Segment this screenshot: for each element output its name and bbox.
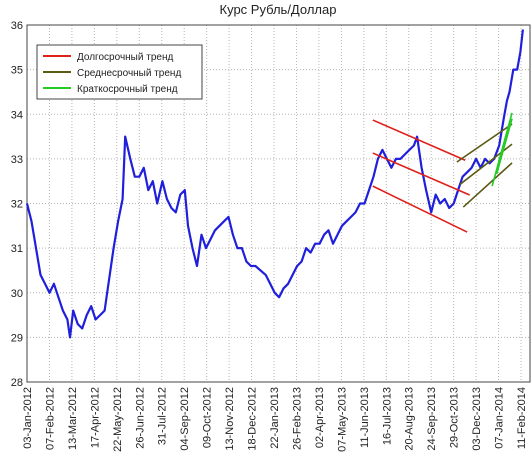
x-tick-label: 26-Feb-2013 <box>291 387 303 450</box>
legend-label: Долгосрочный тренд <box>77 52 173 63</box>
x-tick-label: 13-Nov-2012 <box>224 387 236 451</box>
x-tick-label: 18-Dec-2012 <box>247 387 259 451</box>
trend-line <box>491 112 513 187</box>
x-tick-label: 26-Jun-2012 <box>134 387 146 449</box>
trend-line <box>456 123 513 163</box>
y-tick-label: 30 <box>11 288 23 300</box>
x-tick-label: 17-Apr-2012 <box>89 387 101 448</box>
y-tick-label: 32 <box>11 199 23 211</box>
trend-line <box>495 118 513 175</box>
y-tick-label: 31 <box>11 243 23 255</box>
x-tick-label: 07-May-2013 <box>336 387 348 452</box>
y-tick-label: 35 <box>11 65 23 77</box>
x-tick-label: 31-Jul-2012 <box>157 387 169 445</box>
x-tick-label: 03-Jan-2012 <box>22 387 34 449</box>
y-tick-label: 28 <box>11 377 23 389</box>
x-tick-label: 20-Aug-2013 <box>404 387 416 451</box>
chart-title: Курс Рубль/Доллар <box>220 2 337 17</box>
y-tick-label: 33 <box>11 154 23 166</box>
x-tick-label: 11-Feb-2014 <box>516 387 528 449</box>
x-tick-label: 22-May-2012 <box>112 387 124 452</box>
x-tick-label: 11-Jun-2013 <box>359 387 371 448</box>
x-tick-label: 04-Sep-2012 <box>179 387 191 451</box>
y-tick-label: 36 <box>11 20 23 32</box>
y-tick-label: 34 <box>11 109 23 121</box>
x-tick-label: 24-Sep-2013 <box>426 387 438 451</box>
trend-line <box>372 119 466 161</box>
trend-line <box>462 162 513 208</box>
x-tick-label: 07-Jan-2014 <box>494 387 506 449</box>
y-tick-label: 29 <box>11 332 23 344</box>
x-tick-label: 13-Mar-2012 <box>67 387 79 450</box>
trend-line <box>372 185 468 233</box>
x-tick-label: 22-Jan-2013 <box>269 387 281 449</box>
x-tick-label: 09-Oct-2012 <box>202 387 214 448</box>
series-line <box>25 29 524 339</box>
x-tick-label: 29-Oct-2013 <box>449 387 461 448</box>
x-tick-label: 07-Feb-2012 <box>44 387 56 450</box>
legend: Долгосрочный тренд Среднесрочный тренд Кра… <box>36 44 203 100</box>
trend-line <box>372 152 471 196</box>
legend-label: Краткосрочный тренд <box>77 84 178 95</box>
legend-label: Среднесрочный тренд <box>77 68 181 79</box>
x-tick-label: 16-Jul-2013 <box>381 387 393 445</box>
x-tick-label: 03-Dec-2013 <box>471 387 483 451</box>
x-tick-label: 02-Apr-2013 <box>314 387 326 448</box>
